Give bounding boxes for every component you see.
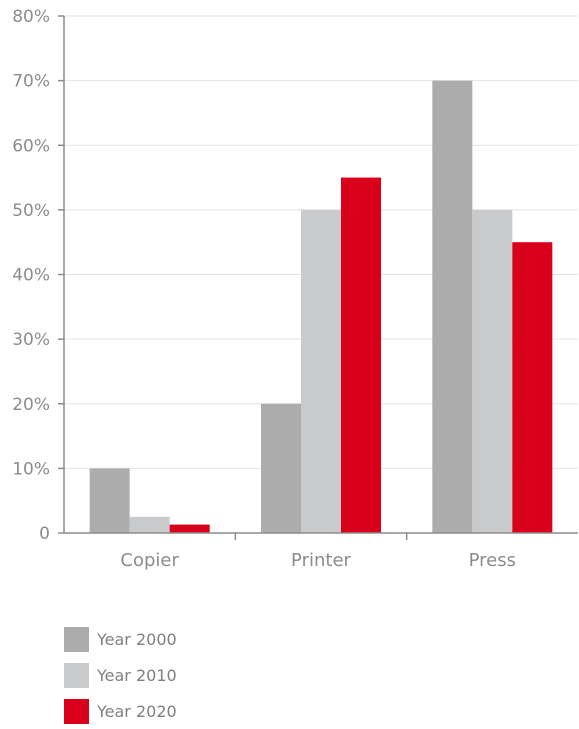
legend-swatch — [64, 698, 89, 724]
legend-label: Year 2020 — [97, 701, 177, 721]
bar — [301, 209, 341, 533]
legend-swatch — [64, 662, 89, 688]
y-tick-label: 30% — [12, 330, 50, 350]
bar-chart: 0 10% 20% 30% 40% 50% 60% 70% 80% Copier Printer P… — [12, 7, 578, 571]
x-tick-labels: Copier Printer Press — [120, 550, 516, 571]
y-tick-label: 20% — [12, 395, 50, 415]
y-tick-label: 60% — [12, 136, 50, 156]
x-tick-label: Press — [469, 550, 516, 571]
bar — [89, 468, 130, 533]
legend: Year 2000 Year 2010 Year 2020 — [64, 621, 177, 729]
x-tick-label: Printer — [291, 550, 351, 571]
legend-swatch — [64, 626, 89, 652]
axes — [58, 15, 578, 540]
y-tick-label: 50% — [12, 201, 50, 221]
bar — [341, 177, 381, 533]
legend-label: Year 2000 — [97, 629, 177, 649]
y-tick-label: 0 — [39, 524, 50, 544]
bar — [261, 403, 301, 533]
bars — [89, 80, 553, 533]
bar — [512, 242, 553, 533]
legend-item: Year 2020 — [64, 693, 177, 729]
y-tick-label: 80% — [12, 7, 50, 27]
legend-item: Year 2000 — [64, 621, 177, 657]
bar — [432, 80, 473, 533]
y-tick-label: 70% — [12, 72, 50, 92]
bar — [129, 516, 170, 533]
bar — [169, 524, 210, 533]
y-tick-labels: 0 10% 20% 30% 40% 50% 60% 70% 80% — [12, 7, 50, 544]
legend-item: Year 2010 — [64, 657, 177, 693]
bar — [472, 209, 513, 533]
x-tick-label: Copier — [120, 550, 179, 571]
y-tick-label: 40% — [12, 266, 50, 286]
legend-label: Year 2010 — [97, 665, 177, 685]
y-tick-label: 10% — [12, 459, 50, 479]
